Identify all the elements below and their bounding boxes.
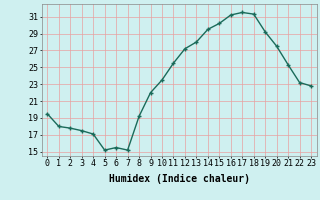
X-axis label: Humidex (Indice chaleur): Humidex (Indice chaleur) [109, 174, 250, 184]
